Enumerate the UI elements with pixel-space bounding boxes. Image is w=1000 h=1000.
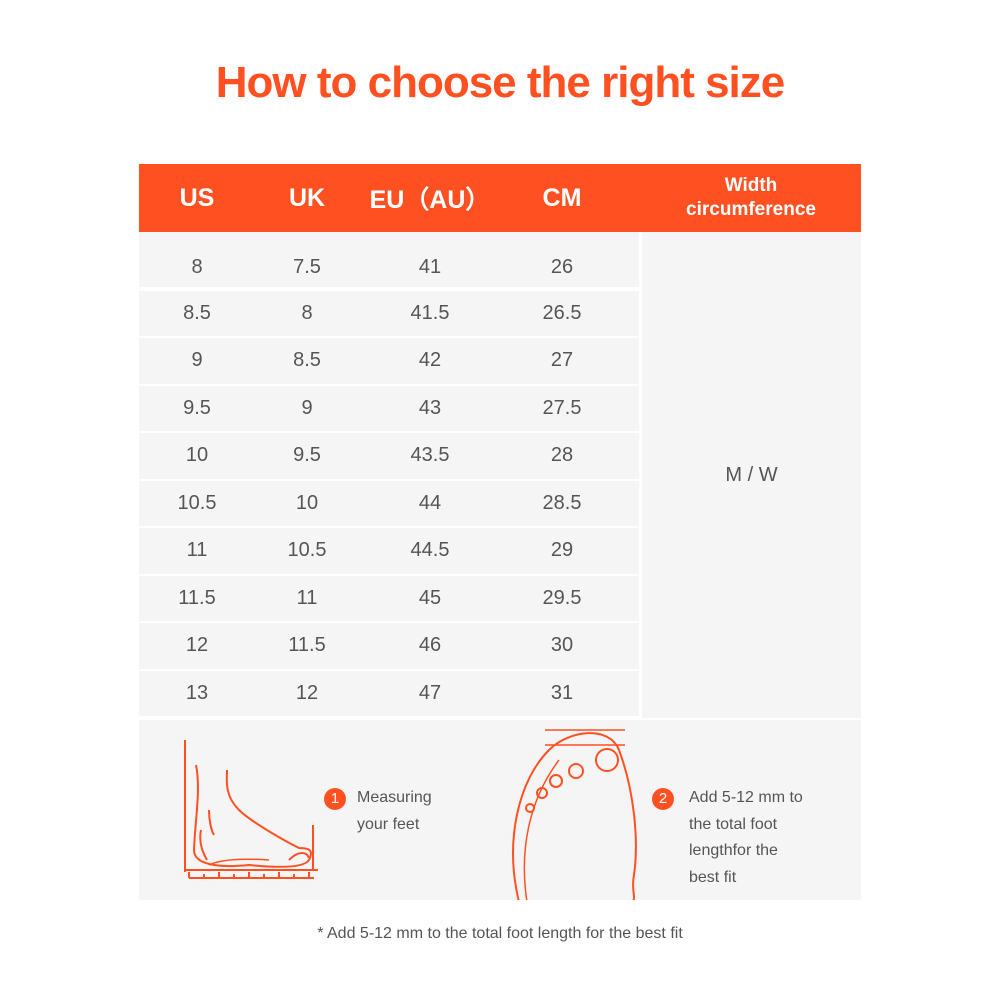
footnote: * Add 5-12 mm to the total foot length f… (317, 925, 683, 942)
table-row: 10.5 10 44 28.5 (139, 480, 639, 526)
table-cell: 28 (550, 444, 574, 466)
table-cell: 29.5 (542, 586, 582, 609)
step-2-badge: 2 (652, 788, 674, 810)
table-cell: 45 (418, 586, 442, 609)
table-cell: 27 (550, 349, 574, 371)
table-cell: 11.5 (288, 634, 326, 656)
size-table: M / W 8 7.5 41 26 8.5 8 41.5 26.5 9 8.5 42 27 9.5 9 43… (139, 232, 861, 718)
table-cell: 9.5 (183, 396, 211, 419)
table-cell: 10 (295, 491, 319, 514)
page-title: How to choose the right size (215, 58, 786, 107)
foot-top-icon (512, 729, 637, 900)
table-cell: 43 (418, 396, 442, 419)
table-row: 12 11.5 46 30 (139, 623, 639, 669)
table-row: 11 10.5 44.5 29 (139, 528, 639, 574)
table-cell: 10.5 (287, 539, 327, 561)
step-2-text: Add 5-12 mm to the total foot lengthfor … (689, 789, 803, 886)
table-cell: 42 (418, 349, 442, 371)
header-us: US (179, 183, 215, 212)
table-row: 11.5 11 45 29.5 (139, 575, 639, 621)
table-cell: 47 (418, 681, 442, 704)
table-cell: 41.5 (410, 301, 450, 324)
table-cell: 8.5 (183, 301, 211, 324)
table-cell: 41 (418, 256, 442, 278)
table-cell: 8 (301, 301, 313, 324)
header-eu: EU（AU） (369, 186, 491, 214)
table-cell: 26 (550, 256, 574, 278)
table-cell: 46 (418, 634, 442, 656)
table-cell: 28.5 (542, 491, 582, 514)
table-row: 13 12 47 31 (139, 670, 639, 716)
table-cell: 30 (550, 634, 574, 656)
table-cell: 13 (185, 681, 209, 704)
step-1-text: Measuring your feet (357, 789, 432, 833)
table-cell: 43.5 (410, 444, 450, 466)
table-cell: 12 (295, 681, 319, 704)
table-header: US UK EU（AU） CM Width circumference (139, 164, 861, 232)
table-cell: 12 (185, 634, 209, 656)
table-cell: 26.5 (542, 301, 582, 324)
table-cell: 10 (185, 444, 209, 466)
table-cell: 7.5 (293, 256, 321, 278)
header-uk: UK (288, 183, 326, 212)
table-cell: 8 (191, 256, 203, 278)
table-cell: 27.5 (542, 396, 582, 419)
table-row: 9 8.5 42 27 (139, 338, 639, 384)
table-cell: 9 (301, 396, 313, 419)
table-row: 8.5 8 41.5 26.5 (139, 290, 639, 336)
table-row: 10 9.5 43.5 28 (139, 433, 639, 479)
table-cell: 10.5 (177, 491, 217, 514)
table-cell: 11.5 (178, 586, 216, 609)
table-cell: 11 (186, 539, 208, 561)
table-cell: 9 (191, 349, 203, 371)
table-cell: 29 (550, 539, 574, 561)
table-cell: 44.5 (410, 539, 450, 561)
header-width: Width circumference (686, 175, 816, 220)
table-row: 9.5 9 43 27.5 (139, 385, 639, 431)
table-cell: 44 (418, 491, 442, 514)
table-row: 8 7.5 41 26 (139, 232, 639, 287)
table-cell: 11 (296, 586, 318, 609)
table-cell: 8.5 (293, 349, 321, 371)
header-cm: CM (542, 183, 582, 212)
table-cell: 9.5 (293, 444, 321, 466)
step-1-badge: 1 (324, 788, 346, 810)
table-cell: 31 (550, 681, 574, 704)
measuring-guide: 1 Measuring your feet 2 Add 5-12 mm to t… (139, 720, 861, 900)
width-value: M / W (642, 232, 861, 718)
foot-side-icon (184, 740, 318, 879)
